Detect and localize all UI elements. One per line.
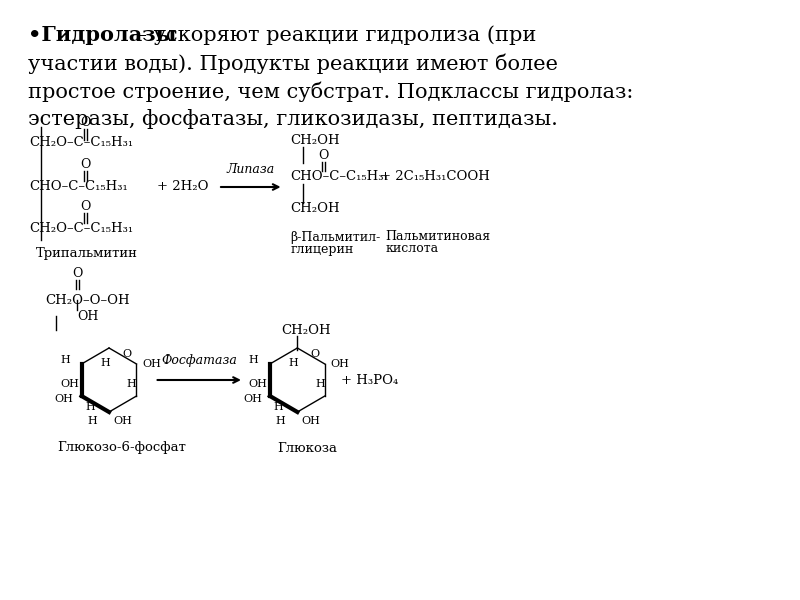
Text: O: O	[80, 158, 90, 171]
Text: O: O	[72, 267, 82, 280]
Text: •Гидролазы: •Гидролазы	[28, 25, 176, 45]
Text: O: O	[122, 349, 131, 359]
Text: H: H	[127, 379, 137, 389]
Text: CH₂O–C–C₁₅H₃₁: CH₂O–C–C₁₅H₃₁	[30, 136, 134, 149]
Text: β-Пальмитил-: β-Пальмитил-	[290, 230, 381, 244]
Text: OH: OH	[61, 379, 79, 389]
Text: O: O	[80, 200, 90, 213]
Text: H: H	[100, 358, 110, 368]
Text: глицерин: глицерин	[290, 242, 354, 256]
Text: CH₂OH: CH₂OH	[290, 133, 340, 146]
Text: Глюкоза: Глюкоза	[278, 442, 338, 455]
Text: Трипальмитин: Трипальмитин	[36, 247, 138, 259]
Text: CH₂OH: CH₂OH	[290, 202, 340, 215]
Text: OH: OH	[54, 394, 74, 404]
Text: H: H	[87, 416, 97, 426]
Text: H: H	[248, 355, 258, 365]
Text: простое строение, чем субстрат. Подклассы гидролаз:: простое строение, чем субстрат. Подкласс…	[28, 81, 633, 101]
Text: Фосфатаза: Фосфатаза	[162, 354, 237, 367]
Text: OH: OH	[142, 359, 162, 369]
Text: кислота: кислота	[386, 242, 438, 256]
Text: H: H	[274, 402, 283, 412]
Text: O: O	[310, 349, 320, 359]
Text: O: O	[80, 116, 90, 129]
Text: H: H	[86, 402, 95, 412]
Text: OH: OH	[78, 311, 98, 323]
Text: OH: OH	[330, 359, 350, 369]
Text: H: H	[60, 355, 70, 365]
Text: Липаза: Липаза	[226, 163, 275, 176]
Text: + 2C₁₅H₃₁COOH: + 2C₁₅H₃₁COOH	[380, 170, 490, 184]
Text: – ускоряют реакции гидролиза (при: – ускоряют реакции гидролиза (при	[130, 25, 536, 44]
Text: Глюкозо-6-фосфат: Глюкозо-6-фосфат	[58, 442, 186, 455]
Text: участии воды). Продукты реакции имеют более: участии воды). Продукты реакции имеют бо…	[28, 53, 558, 73]
Text: H: H	[289, 358, 298, 368]
Text: H: H	[276, 416, 286, 426]
Text: CHO–C–C₁₅H₃₁: CHO–C–C₁₅H₃₁	[30, 181, 129, 193]
Text: CH₂O–O–OH: CH₂O–O–OH	[46, 293, 130, 307]
Text: OH: OH	[249, 379, 268, 389]
Text: CHO–C–C₁₅H₃₁: CHO–C–C₁₅H₃₁	[290, 170, 389, 184]
Text: OH: OH	[302, 416, 320, 426]
Text: эстеразы, фосфатазы, гликозидазы, пептидазы.: эстеразы, фосфатазы, гликозидазы, пептид…	[28, 109, 558, 129]
Text: + 2H₂O: + 2H₂O	[157, 181, 208, 193]
Text: CH₂O–C–C₁₅H₃₁: CH₂O–C–C₁₅H₃₁	[30, 223, 134, 235]
Text: + H₃PO₄: + H₃PO₄	[341, 373, 398, 386]
Text: CH₂OH: CH₂OH	[282, 323, 331, 337]
Text: OH: OH	[243, 394, 262, 404]
Text: OH: OH	[113, 416, 132, 426]
Text: H: H	[315, 379, 325, 389]
Text: Пальмитиновая: Пальмитиновая	[386, 230, 490, 244]
Text: O: O	[318, 149, 328, 162]
